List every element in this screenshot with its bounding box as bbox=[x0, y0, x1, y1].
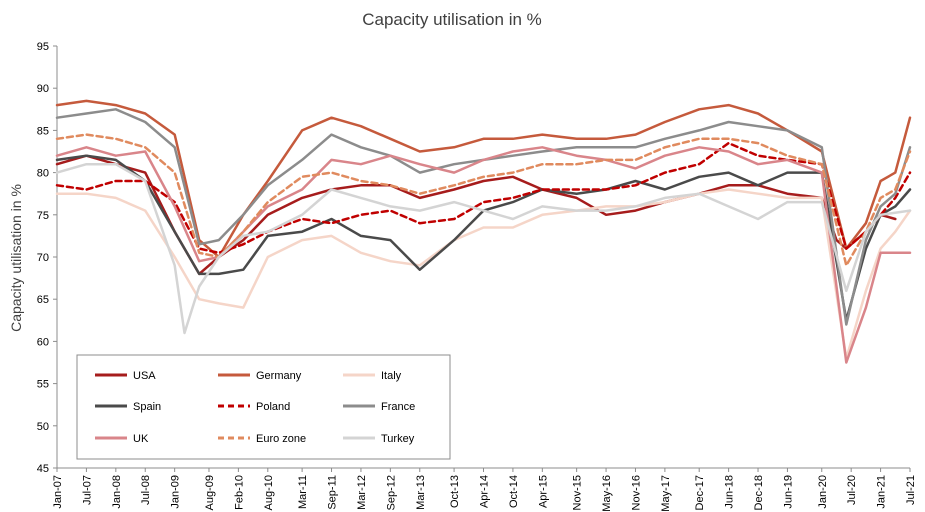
y-tick-label: 45 bbox=[37, 463, 49, 475]
legend-label-poland: Poland bbox=[256, 401, 290, 413]
y-tick-label: 90 bbox=[37, 83, 49, 95]
legend-label-france: France bbox=[381, 401, 415, 413]
series-line-germany bbox=[55, 99, 912, 259]
x-tick-label: Apr-14 bbox=[479, 475, 491, 508]
y-tick-label: 50 bbox=[37, 421, 49, 433]
y-tick-label: 65 bbox=[37, 294, 49, 306]
legend-label-spain: Spain bbox=[133, 401, 161, 413]
x-tick-label: Aug-10 bbox=[263, 475, 275, 510]
series-line-uk bbox=[55, 146, 912, 364]
x-tick-label: Jun-18 bbox=[724, 475, 736, 509]
x-tick-label: Jan-09 bbox=[170, 475, 182, 509]
x-tick-label: Nov-16 bbox=[630, 475, 642, 510]
x-tick-label: Dec-17 bbox=[694, 475, 706, 510]
series-line-france bbox=[55, 108, 912, 326]
y-tick-label: 80 bbox=[37, 168, 49, 180]
x-tick-label: Sep-11 bbox=[327, 475, 339, 510]
plot-area: 45 50 55 60 65 70 75 80 85 90 95 Jan-07 Jul-07 Jan-08… bbox=[37, 41, 917, 512]
x-tick-label: Jul-21 bbox=[905, 475, 917, 505]
legend-label-euro-zone: Euro zone bbox=[256, 433, 306, 445]
x-tick-label: Feb-10 bbox=[233, 475, 245, 510]
x-tick-label: Jan-07 bbox=[52, 475, 64, 509]
series-line-poland bbox=[55, 141, 912, 255]
y-tick-label: 60 bbox=[37, 336, 49, 348]
legend-label-uk: UK bbox=[133, 433, 149, 445]
y-tick-label: 85 bbox=[37, 125, 49, 137]
chart-title: Capacity utilisation in % bbox=[362, 10, 542, 29]
x-tick-label: Jan-20 bbox=[817, 475, 829, 509]
legend-label-usa: USA bbox=[133, 370, 156, 382]
x-tick-label: Aug-09 bbox=[204, 475, 216, 510]
series-line-spain bbox=[55, 154, 912, 322]
x-tick-label: Jul-07 bbox=[81, 475, 93, 505]
x-tick-label: Nov-15 bbox=[572, 475, 584, 510]
x-tick-label: Mar-13 bbox=[415, 475, 427, 510]
x-tick-label: Oct-13 bbox=[449, 475, 461, 508]
legend-label-turkey: Turkey bbox=[381, 433, 415, 445]
x-tick-label: May-17 bbox=[660, 475, 672, 512]
x-tick-label: Sep-12 bbox=[385, 475, 397, 510]
y-tick-label: 75 bbox=[37, 210, 49, 222]
x-tick-label: Oct-14 bbox=[508, 475, 520, 508]
x-tick-label: Dec-18 bbox=[753, 475, 765, 510]
y-axis-title: Capacity utilisation in % bbox=[8, 184, 24, 332]
x-tick-label: Mar-12 bbox=[356, 475, 368, 510]
legend-box bbox=[76, 354, 451, 460]
series-line-euro-zone bbox=[55, 133, 912, 267]
x-tick-label: Jan-21 bbox=[876, 475, 888, 509]
x-tick-label: Jan-08 bbox=[111, 475, 123, 509]
y-tick-label: 55 bbox=[37, 379, 49, 391]
x-tick-label: Jun-19 bbox=[782, 475, 794, 509]
legend: USA Germany Italy Spain Poland France UK Euro z… bbox=[76, 354, 451, 460]
x-tick-label: May-16 bbox=[601, 475, 613, 512]
series-line-turkey bbox=[55, 162, 912, 335]
y-tick-label: 70 bbox=[37, 252, 49, 264]
legend-label-germany: Germany bbox=[256, 370, 302, 382]
series-line-italy bbox=[55, 188, 912, 360]
x-tick-label: Mar-11 bbox=[297, 475, 309, 509]
x-tick-label: Jul-08 bbox=[140, 475, 152, 505]
x-tick-label: Jul-20 bbox=[846, 475, 858, 505]
y-tick-label: 95 bbox=[37, 41, 49, 53]
legend-label-italy: Italy bbox=[381, 370, 402, 382]
x-tick-label: Apr-15 bbox=[537, 475, 549, 508]
